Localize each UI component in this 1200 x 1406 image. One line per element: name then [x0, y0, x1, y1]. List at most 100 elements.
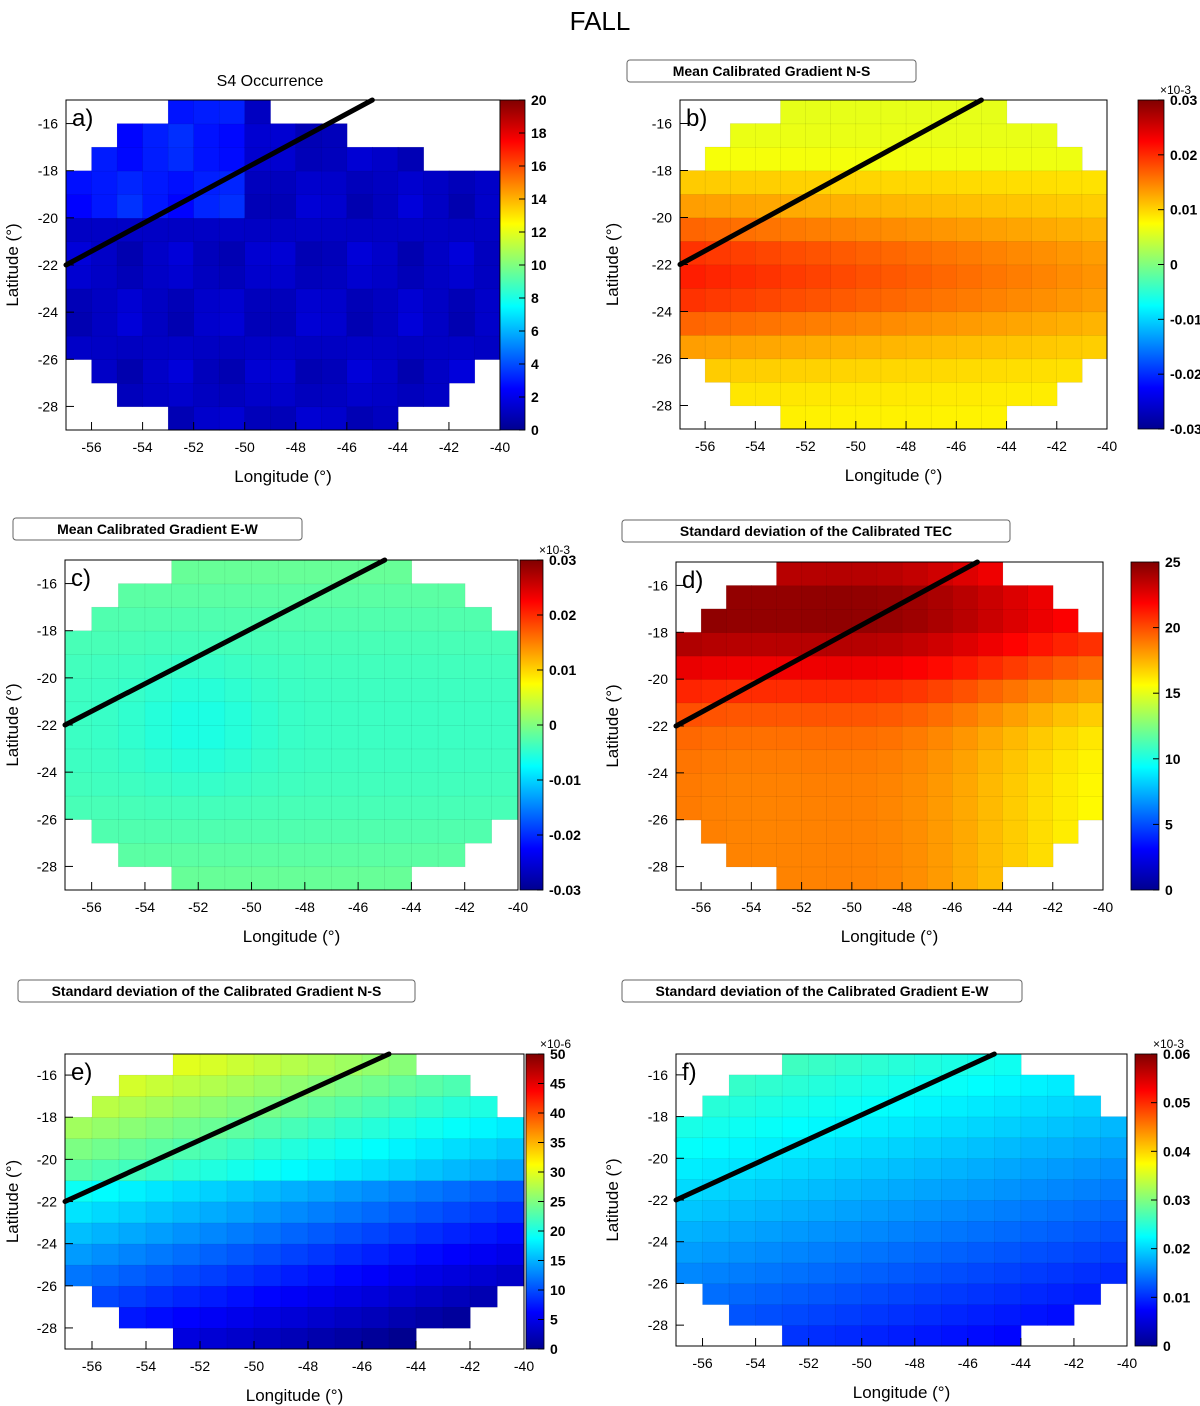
- heatmap-cell: [331, 771, 359, 797]
- heatmap-cell: [116, 146, 144, 172]
- heatmap-cell: [914, 1053, 942, 1076]
- heatmap-cell: [1020, 1262, 1049, 1285]
- heatmap-cell: [1020, 1241, 1049, 1264]
- heatmap-cell: [834, 1158, 863, 1180]
- heatmap-cell: [331, 654, 359, 679]
- heatmap-cell: [199, 1180, 228, 1203]
- x-axis-label: Longitude (°): [246, 1386, 344, 1405]
- heatmap-cell: [887, 1137, 916, 1159]
- heatmap-cell: [781, 1262, 810, 1285]
- heatmap-cell: [65, 217, 93, 243]
- heatmap-cell: [952, 725, 979, 751]
- heatmap-cell: [442, 1285, 471, 1308]
- heatmap-cell: [167, 311, 195, 337]
- y-tick-label: -24: [648, 1234, 668, 1250]
- heatmap-cell: [780, 381, 807, 407]
- heatmap-cell: [880, 358, 907, 383]
- heatmap-cell: [914, 1116, 942, 1139]
- heatmap-cell: [64, 795, 93, 820]
- heatmap-cell: [805, 99, 832, 125]
- heatmap-cell: [755, 287, 782, 313]
- heatmap-cell: [1100, 1178, 1128, 1201]
- heatmap-cell: [994, 1283, 1022, 1305]
- heatmap-cell: [801, 725, 828, 751]
- x-tick-label: -52: [188, 899, 208, 915]
- heatmap-cell: [167, 99, 195, 125]
- heatmap-cell: [751, 772, 778, 797]
- heatmap-cell: [411, 771, 439, 797]
- heatmap-cell: [91, 748, 119, 773]
- heatmap-cell: [729, 240, 757, 266]
- heatmap-cell: [855, 334, 882, 360]
- heatmap-cell: [1081, 193, 1108, 219]
- heatmap-cell: [64, 1116, 93, 1139]
- heatmap-cell: [361, 1222, 390, 1245]
- heatmap-cell: [346, 288, 374, 313]
- heatmap-cell: [776, 772, 803, 797]
- heatmap-cell: [397, 146, 425, 172]
- heatmap-cell: [876, 842, 903, 868]
- heatmap-cell: [253, 1159, 282, 1182]
- heatmap-cell: [442, 1116, 471, 1139]
- heatmap-cell: [702, 1220, 730, 1243]
- colorbar-tick-label: 6: [531, 323, 539, 339]
- heatmap-cell: [193, 99, 220, 125]
- heatmap-cell: [702, 1116, 730, 1139]
- heatmap-cell: [1056, 334, 1083, 360]
- heatmap-cell: [193, 288, 220, 313]
- heatmap-cell: [172, 1180, 201, 1203]
- heatmap-cell: [1047, 1074, 1075, 1097]
- heatmap-cell: [780, 405, 807, 430]
- heatmap-cell: [357, 724, 386, 750]
- heatmap-cell: [415, 1116, 444, 1139]
- heatmap-cell: [1073, 1283, 1102, 1305]
- heatmap-cell: [751, 725, 778, 751]
- heatmap-cell: [64, 1159, 93, 1182]
- heatmap-cell: [1027, 772, 1054, 797]
- heatmap-cell: [172, 1159, 201, 1182]
- heatmap-cell: [776, 796, 803, 821]
- heatmap-cell: [307, 1138, 336, 1161]
- heatmap-cell: [423, 382, 450, 408]
- x-tick-label: -52: [795, 438, 815, 454]
- heatmap-cell: [1077, 678, 1104, 704]
- heatmap-cell: [277, 724, 306, 750]
- heatmap-cell: [1031, 381, 1058, 407]
- heatmap-cell: [994, 1074, 1022, 1097]
- heatmap-cell: [167, 241, 195, 266]
- heatmap-cell: [826, 608, 853, 633]
- heatmap-cell: [702, 1241, 730, 1264]
- x-tick-label: -44: [401, 899, 421, 915]
- heatmap-cell: [981, 193, 1008, 219]
- heatmap-cell: [171, 677, 199, 703]
- heatmap-cell: [679, 287, 706, 313]
- heatmap-cell: [357, 701, 386, 726]
- heatmap-cell: [1073, 1158, 1102, 1180]
- heatmap-cell: [967, 1116, 996, 1139]
- y-tick-label: -18: [37, 1109, 57, 1125]
- heatmap-cell: [808, 1304, 836, 1326]
- heatmap-cell: [199, 1264, 228, 1287]
- heatmap-cell: [801, 819, 828, 844]
- heatmap-cell: [780, 170, 807, 195]
- heatmap-cell: [830, 358, 857, 383]
- heatmap-cell: [1056, 311, 1083, 336]
- heatmap-cell: [145, 1201, 174, 1224]
- heatmap-cell: [901, 702, 928, 727]
- heatmap-cell: [1020, 1199, 1049, 1222]
- heatmap-cell: [226, 1138, 255, 1161]
- heatmap-cell: [384, 606, 413, 632]
- heatmap-cell: [321, 382, 348, 408]
- heatmap-cell: [776, 819, 803, 844]
- heatmap-cell: [307, 1327, 336, 1350]
- heatmap-cell: [65, 288, 93, 313]
- heatmap-cell: [967, 1324, 996, 1347]
- heatmap-cell: [226, 1327, 255, 1350]
- heatmap-cell: [172, 1053, 201, 1076]
- heatmap-cell: [193, 123, 220, 148]
- heatmap-cell: [704, 358, 731, 383]
- heatmap-cell: [729, 381, 757, 407]
- colorbar-tick-label: 5: [550, 1312, 558, 1328]
- heatmap-cell: [304, 559, 333, 585]
- heatmap-cell: [91, 359, 118, 384]
